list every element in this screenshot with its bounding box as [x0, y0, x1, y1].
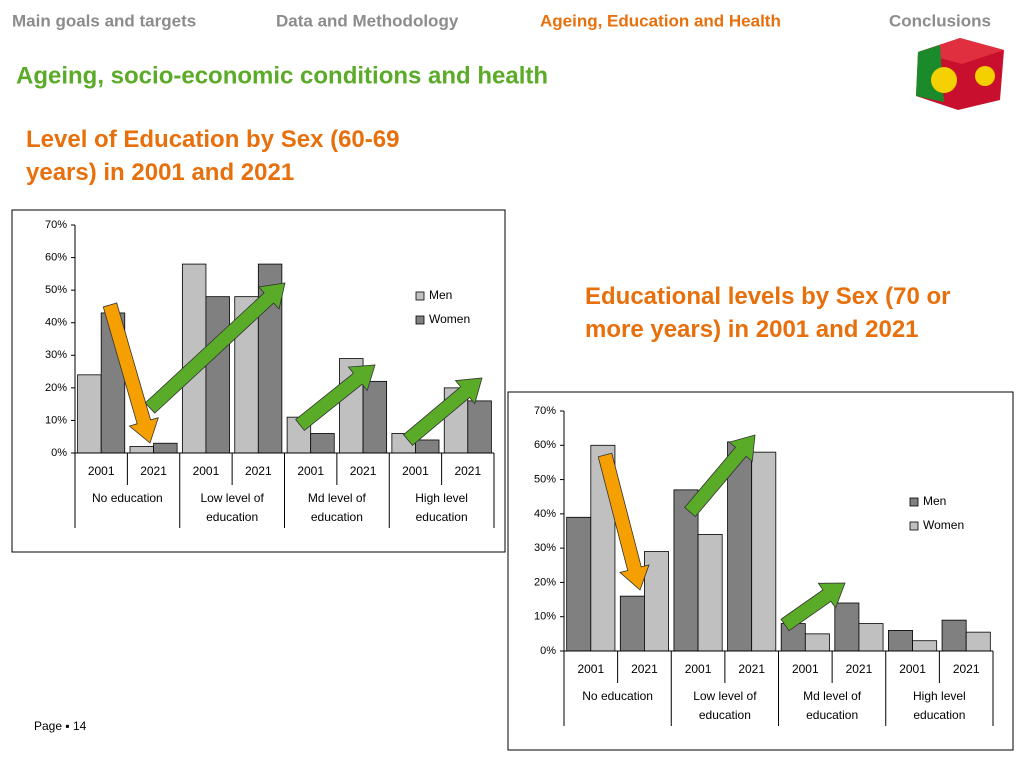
legend-swatch	[415, 315, 425, 325]
annotation-arrow	[144, 282, 286, 414]
group-label: High level education	[415, 491, 468, 524]
bar	[804, 633, 830, 652]
bar	[673, 489, 699, 652]
x-tick-label: 2001	[297, 464, 324, 478]
nav-item[interactable]: Data and Methodology	[276, 11, 459, 30]
bar	[205, 296, 230, 454]
group-label: No education	[92, 491, 163, 505]
y-tick-label: 10%	[45, 414, 67, 426]
legend-swatch	[909, 497, 919, 507]
x-tick-label: 2001	[685, 662, 712, 676]
group-label: High level education	[913, 689, 966, 722]
annotation-arrow	[780, 582, 846, 632]
group-label: Md level of education	[803, 689, 862, 722]
bar	[644, 551, 669, 652]
y-tick-label: 70%	[534, 405, 556, 417]
chart-heading: Educational levels by Sex (70 or more ye…	[585, 283, 951, 343]
y-tick-label: 50%	[534, 473, 556, 485]
y-tick-label: 30%	[534, 542, 556, 554]
chart-heading-text: Educational levels by Sex (70 or more ye…	[585, 283, 951, 343]
x-tick-label: 2021	[953, 662, 980, 676]
bar	[566, 516, 592, 652]
group-label-box: Low level of education	[693, 689, 757, 722]
legend-swatch	[909, 521, 919, 531]
bar	[619, 595, 645, 652]
y-tick-label: 60%	[534, 439, 556, 451]
bar	[467, 400, 492, 454]
bar	[965, 631, 991, 652]
nav-item[interactable]: Main goals and targets	[12, 11, 196, 30]
x-tick-label: 2021	[454, 464, 481, 478]
x-tick-label: 2021	[631, 662, 658, 676]
slide-title: Ageing, socio-economic conditions and he…	[16, 62, 548, 89]
x-tick-label: 2021	[350, 464, 377, 478]
legend-label: Men	[923, 494, 946, 508]
x-tick-label: 2021	[245, 464, 272, 478]
bar	[751, 451, 777, 652]
y-tick-label: 0%	[540, 645, 556, 657]
bar	[697, 534, 723, 652]
annotation-arrow	[684, 434, 756, 518]
bar	[77, 374, 102, 454]
group-label-box: Md level of education	[307, 491, 366, 524]
nav-item[interactable]: Ageing, Education and Health	[540, 11, 781, 30]
chart-heading-text: Level of Education by Sex (60-69 years) …	[26, 126, 400, 186]
group-label-box: Low level of education	[200, 491, 264, 524]
x-tick-label: 2001	[193, 464, 220, 478]
group-label-box: Md level of education	[803, 689, 862, 722]
y-tick-label: 40%	[534, 508, 556, 520]
legend-label: Women	[923, 518, 964, 532]
bar	[888, 630, 913, 652]
y-tick-label: 60%	[45, 251, 67, 263]
group-label: Low level of education	[693, 689, 757, 722]
group-label: Md level of education	[307, 491, 366, 524]
y-tick-label: 20%	[45, 382, 67, 394]
x-tick-label: 2021	[846, 662, 873, 676]
y-tick-label: 30%	[45, 349, 67, 361]
group-label-box: High level education	[913, 689, 966, 722]
group-label-box: No education	[582, 689, 653, 703]
x-tick-label: 2021	[140, 464, 167, 478]
y-tick-label: 10%	[534, 611, 556, 623]
y-tick-label: 50%	[45, 284, 67, 296]
y-tick-label: 70%	[45, 219, 67, 231]
annotation-arrow	[402, 377, 483, 446]
flag-icon	[916, 38, 1004, 110]
nav-item[interactable]: Conclusions	[889, 11, 991, 30]
x-tick-label: 2001	[792, 662, 819, 676]
bar	[153, 442, 178, 454]
legend-label: Women	[429, 312, 470, 326]
chart-heading: Level of Education by Sex (60-69 years) …	[26, 126, 400, 186]
legend-label: Men	[429, 288, 452, 302]
bar	[858, 623, 884, 652]
bar	[415, 439, 440, 454]
bar	[941, 619, 967, 652]
group-label-box: No education	[92, 491, 163, 505]
x-tick-label: 2021	[738, 662, 765, 676]
x-tick-label: 2001	[402, 464, 429, 478]
bar	[834, 602, 860, 652]
bar	[912, 640, 938, 652]
bar	[727, 441, 753, 652]
x-tick-label: 2001	[899, 662, 926, 676]
x-tick-label: 2001	[577, 662, 604, 676]
legend-swatch	[415, 291, 425, 301]
bar	[310, 433, 335, 454]
annotation-arrow	[295, 364, 376, 432]
y-tick-label: 0%	[51, 447, 67, 459]
bar	[362, 380, 388, 454]
y-tick-label: 40%	[45, 317, 67, 329]
y-tick-label: 20%	[534, 576, 556, 588]
group-label: Low level of education	[200, 491, 264, 524]
annotation-arrow	[102, 302, 159, 444]
footer: Page ▪ 14	[34, 719, 87, 733]
x-tick-label: 2001	[88, 464, 115, 478]
bar	[129, 446, 154, 454]
group-label: No education	[582, 689, 653, 703]
group-label-box: High level education	[415, 491, 468, 524]
annotation-arrow	[597, 452, 650, 591]
